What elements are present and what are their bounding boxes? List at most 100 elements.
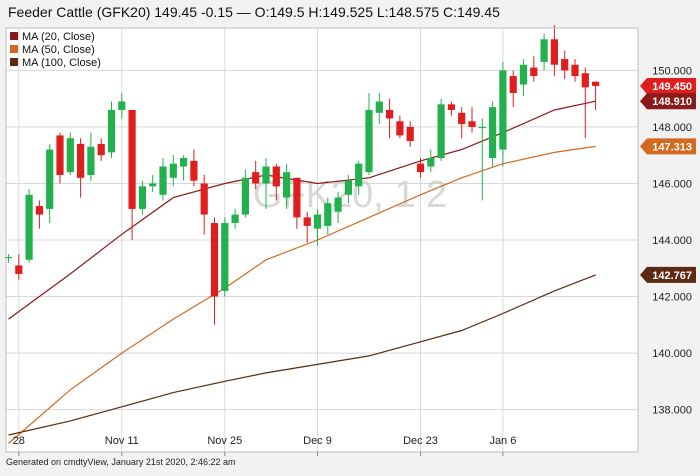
candle	[118, 93, 126, 119]
candle-body	[519, 64, 528, 85]
candle	[334, 191, 342, 224]
price-tag-bg	[640, 77, 696, 94]
legend-swatch	[10, 32, 18, 40]
candle	[66, 132, 74, 175]
candle	[561, 50, 569, 79]
legend-swatch	[10, 45, 18, 53]
candle	[530, 56, 538, 82]
candle	[416, 158, 425, 178]
candle-body	[200, 183, 208, 215]
price-tag-bg	[640, 138, 696, 155]
price-tag-label: 149.450	[652, 81, 692, 93]
candle-body	[107, 109, 116, 153]
candle	[180, 155, 188, 181]
candle	[499, 61, 507, 167]
candle-body	[540, 39, 548, 62]
candle-body	[509, 76, 517, 94]
x-tick-label: Dec 23	[403, 435, 438, 447]
candle-body	[571, 64, 579, 77]
candle	[550, 25, 558, 77]
candle-body	[592, 81, 600, 86]
plot-frame	[5, 27, 639, 453]
candle	[313, 208, 322, 246]
candle	[324, 197, 332, 235]
y-tick-label: 140.000	[652, 348, 692, 360]
candle	[478, 118, 486, 201]
candle-body	[427, 158, 435, 167]
x-tick-label: Jan 6	[489, 435, 516, 447]
x-tick-label: 28	[13, 435, 25, 447]
candle-body	[210, 223, 219, 297]
candle	[107, 101, 116, 159]
candle	[200, 174, 208, 235]
y-tick-label: 150.000	[652, 65, 692, 77]
candle-body	[138, 186, 146, 209]
candle	[519, 59, 528, 96]
candle	[592, 81, 600, 110]
price-tag: 147.313	[640, 138, 696, 155]
ma-line-100	[8, 274, 596, 436]
candle	[386, 98, 394, 139]
candle	[87, 132, 95, 181]
candle-body	[355, 163, 363, 187]
candle-body	[458, 112, 466, 125]
candle-body	[97, 143, 105, 156]
candle-body	[15, 265, 23, 274]
candle	[468, 107, 476, 133]
candle	[293, 177, 301, 229]
price-tag-label: 148.910	[652, 96, 692, 108]
candle	[252, 160, 260, 190]
candle-body	[530, 67, 538, 77]
price-tag: 142.767	[640, 266, 696, 283]
candle-body	[77, 143, 85, 178]
candle-body	[386, 109, 394, 119]
candle	[97, 138, 105, 161]
candle-body	[478, 126, 486, 129]
candle	[128, 109, 136, 240]
candle-body	[169, 163, 177, 178]
x-tick-label: Dec 9	[303, 435, 332, 447]
candle	[375, 93, 383, 125]
candle-body	[416, 163, 425, 173]
candle-body	[252, 172, 260, 184]
candle-body	[149, 183, 157, 187]
candle-body	[87, 146, 95, 175]
candle-body	[499, 70, 507, 150]
candle-body	[437, 104, 445, 159]
candle-body	[221, 223, 229, 291]
y-tick-label: 138.000	[652, 405, 692, 417]
candle-body	[293, 177, 301, 218]
candle-body	[272, 166, 280, 187]
candle	[437, 98, 445, 161]
candle	[344, 174, 352, 204]
x-tick-label: Nov 25	[207, 435, 242, 447]
candle-body	[190, 160, 198, 181]
candle-body	[375, 101, 383, 113]
y-tick-label: 142.000	[652, 292, 692, 304]
candle	[46, 143, 54, 224]
candle-body	[118, 101, 126, 110]
candle-body	[561, 59, 569, 71]
candle	[56, 132, 64, 184]
candle-body	[66, 138, 74, 173]
candle	[406, 121, 414, 147]
candle-body	[334, 197, 342, 212]
candle-body	[241, 177, 249, 215]
candle	[138, 180, 146, 215]
candle	[210, 217, 219, 325]
candle	[4, 254, 13, 263]
candle	[241, 169, 249, 218]
candle-body	[25, 194, 33, 260]
candle-body	[180, 158, 188, 167]
candle	[169, 155, 177, 187]
candle-body	[303, 217, 311, 226]
candle	[25, 189, 33, 263]
candle	[77, 138, 85, 198]
price-tag-bg	[640, 266, 696, 283]
price-tag-label: 147.313	[652, 141, 692, 153]
candle-body	[550, 39, 558, 65]
candle-body	[4, 256, 13, 259]
chart-title: Feeder Cattle (GFK20) 149.45 -0.15 — O:1…	[8, 4, 500, 20]
footer-generated-text: Generated on cmdtyView, January 21st 202…	[6, 457, 235, 467]
